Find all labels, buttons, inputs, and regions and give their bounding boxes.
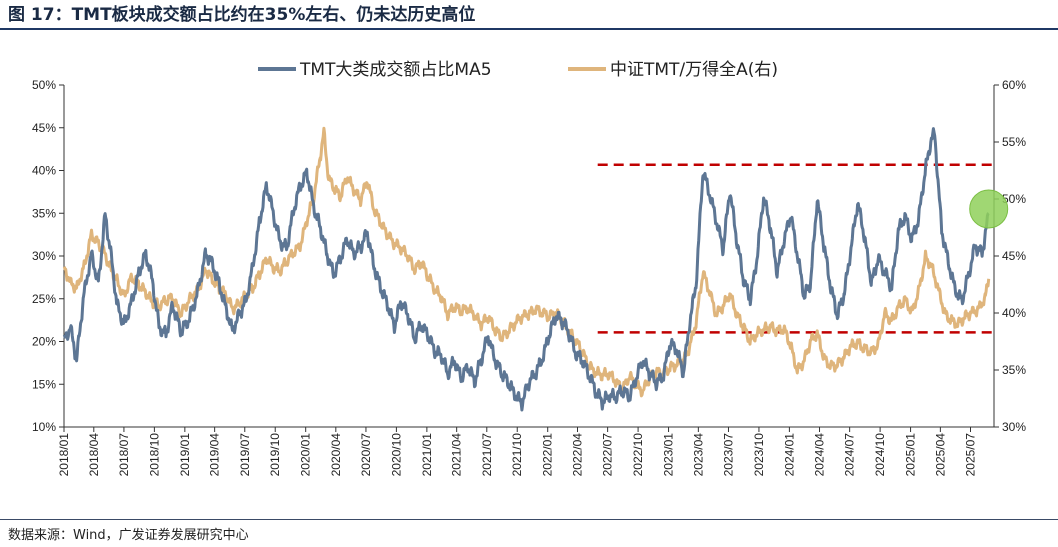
- x-tick-label: 2020/01: [299, 433, 313, 477]
- series-line-right: [62, 126, 991, 398]
- x-tick-label: 2024/04: [813, 433, 827, 477]
- x-tick-label: 2019/04: [208, 433, 222, 477]
- x-tick-label: 2022/07: [601, 433, 615, 477]
- x-tick-label: 2018/04: [87, 433, 101, 477]
- title-rule: [0, 28, 1058, 30]
- x-tick-label: 2018/07: [117, 433, 131, 477]
- x-tick-label: 2019/07: [238, 433, 252, 477]
- y-left-tick-label: 50%: [32, 78, 56, 92]
- legend-label-right: 中证TMT/万得全A(右): [610, 60, 778, 80]
- y-left-tick-label: 40%: [32, 164, 56, 178]
- x-tick-label: 2019/10: [268, 433, 282, 477]
- y-right-tick-label: 45%: [1002, 249, 1026, 263]
- x-tick-label: 2025/07: [963, 433, 977, 477]
- y-left-tick-label: 35%: [32, 206, 56, 220]
- x-tick-label: 2025/01: [904, 433, 918, 477]
- chart: TMT大类成交额占比MA5 中证TMT/万得全A(右) 10% 15% 20% 25%…: [32, 60, 1026, 476]
- y-left-tick-label: 30%: [32, 249, 56, 263]
- x-tick-label: 2022/01: [541, 433, 555, 477]
- highlight-circle: [969, 189, 1009, 229]
- legend: TMT大类成交额占比MA5 中证TMT/万得全A(右): [258, 60, 778, 80]
- y-right-tick-label: 50%: [1002, 192, 1026, 206]
- x-tick-label: 2021/07: [480, 433, 494, 477]
- y-right-tick-label: 30%: [1002, 420, 1026, 434]
- y-right-tick-label: 55%: [1002, 135, 1026, 149]
- y-left-tick-label: 10%: [32, 420, 56, 434]
- y-left-tick-label: 45%: [32, 121, 56, 135]
- x-tick-label: 2021/04: [450, 433, 464, 477]
- x-tick-label: 2020/07: [359, 433, 373, 477]
- x-tick-label: 2018/10: [147, 433, 161, 477]
- series-line-left: [62, 127, 990, 412]
- figure-title: 图 17：TMT板块成交额占比约在35%左右、仍未达历史高位: [8, 5, 476, 25]
- axes: 10% 15% 20% 25% 30% 35% 40% 45% 50% 30% 35% 40% 45% 5…: [32, 78, 1026, 476]
- annotations: [969, 189, 1009, 229]
- y-left-tick-label: 15%: [32, 377, 56, 391]
- series-lines: [62, 126, 991, 412]
- footer-rule: [0, 519, 1058, 520]
- x-tick-label: 2023/01: [662, 433, 676, 477]
- y-left-tick-label: 20%: [32, 335, 56, 349]
- x-tick-label: 2023/07: [721, 433, 735, 477]
- x-tick-label: 2021/01: [420, 433, 434, 477]
- x-tick-label: 2020/04: [329, 433, 343, 477]
- x-tick-label: 2024/01: [782, 433, 796, 477]
- x-tick-label: 2018/01: [57, 433, 71, 477]
- x-tick-label: 2024/07: [843, 433, 857, 477]
- y-right-tick-label: 60%: [1002, 78, 1026, 92]
- x-tick-label: 2023/10: [752, 433, 766, 477]
- x-tick-label: 2022/04: [571, 433, 585, 477]
- x-tick-label: 2023/04: [691, 433, 705, 477]
- x-tick-label: 2025/04: [933, 433, 947, 477]
- x-tick-label: 2022/10: [631, 433, 645, 477]
- x-tick-label: 2021/10: [510, 433, 524, 477]
- legend-label-left: TMT大类成交额占比MA5: [299, 60, 492, 80]
- x-tick-label: 2019/01: [178, 433, 192, 477]
- source-note: 数据来源：Wind，广发证券发展研究中心: [8, 528, 249, 543]
- y-left-tick-label: 25%: [32, 292, 56, 306]
- x-tick-label: 2024/10: [873, 433, 887, 477]
- y-right-tick-label: 40%: [1002, 306, 1026, 320]
- x-tick-label: 2020/10: [389, 433, 403, 477]
- y-right-tick-label: 35%: [1002, 363, 1026, 377]
